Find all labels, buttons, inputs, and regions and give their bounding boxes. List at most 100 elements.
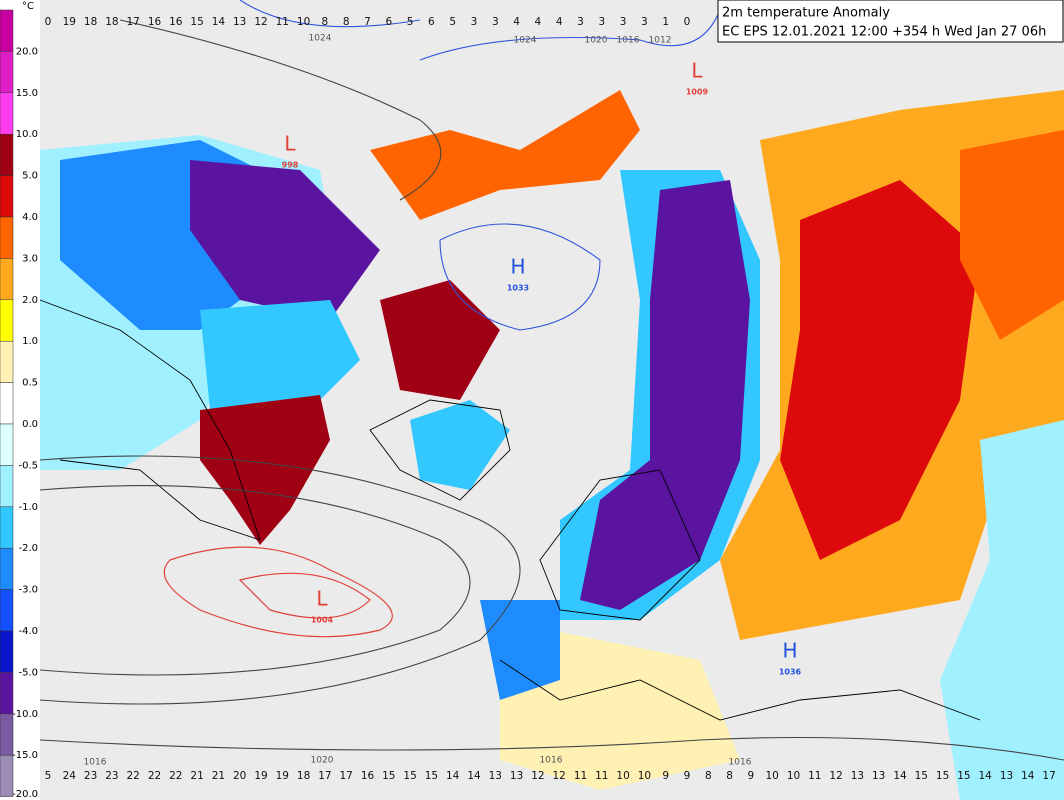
- grid-value: 23: [84, 770, 97, 782]
- grid-value: 22: [169, 770, 182, 782]
- legend-swatch: [0, 258, 14, 301]
- legend-swatch: [0, 423, 14, 466]
- legend-label: -10.0: [12, 709, 38, 720]
- grid-value: 10: [787, 770, 800, 782]
- grid-value: 9: [662, 770, 669, 782]
- grid-value: 14: [446, 770, 460, 782]
- grid-value: 12: [254, 16, 267, 28]
- legend-swatch: [0, 547, 14, 590]
- grid-value: 0: [45, 16, 52, 28]
- grid-value: 18: [84, 16, 97, 28]
- grid-value: 15: [382, 770, 395, 782]
- grid-value: 11: [808, 770, 821, 782]
- grid-value: 0: [684, 16, 691, 28]
- legend-swatch: [0, 630, 14, 673]
- grid-value: 3: [598, 16, 605, 28]
- legend-swatch: [0, 672, 14, 715]
- grid-value: 17: [318, 770, 331, 782]
- grid-value: 14: [893, 770, 907, 782]
- legend-label: -5.0: [18, 667, 38, 678]
- grid-value: 4: [513, 16, 520, 28]
- grid-value: 15: [425, 770, 438, 782]
- grid-value: 21: [190, 770, 203, 782]
- legend-swatch: [0, 589, 14, 632]
- legend-label: -4.0: [18, 626, 38, 637]
- title-box: [717, 0, 1064, 43]
- grid-value: 23: [105, 770, 118, 782]
- grid-value: 3: [641, 16, 648, 28]
- grid-value: 9: [748, 770, 755, 782]
- grid-value: 19: [63, 16, 76, 28]
- center-letter: H: [510, 255, 525, 279]
- legend-label: 10.0: [16, 129, 38, 140]
- isobar-label: 1016: [84, 758, 107, 768]
- grid-value: 12: [531, 770, 544, 782]
- grid-value: 18: [105, 16, 118, 28]
- grid-value: 16: [169, 16, 183, 28]
- legend-swatch: [0, 465, 14, 508]
- grid-value: 17: [127, 16, 140, 28]
- grid-value: 3: [492, 16, 499, 28]
- legend-label: -1.0: [18, 502, 38, 513]
- grid-value: 4: [556, 16, 563, 28]
- grid-value: 15: [936, 770, 949, 782]
- grid-value: 11: [276, 16, 289, 28]
- grid-value: 10: [616, 770, 629, 782]
- legend-label: 5.0: [22, 171, 38, 182]
- grid-value: 16: [148, 16, 162, 28]
- center-letter: H: [782, 639, 797, 663]
- coastlines: [39, 299, 981, 721]
- isobars: [39, 0, 1064, 761]
- grid-value: 13: [489, 770, 502, 782]
- grid-value: 3: [577, 16, 584, 28]
- legend-label: 20.0: [16, 46, 38, 57]
- center-letter: L: [691, 59, 703, 83]
- grid-value: 16: [361, 770, 375, 782]
- legend-swatch: [0, 216, 14, 259]
- legend-label: -3.0: [18, 585, 38, 596]
- title: 2m temperature Anomaly: [722, 6, 890, 21]
- legend-swatch: [0, 506, 14, 549]
- grid-value: 14: [1021, 770, 1035, 782]
- legend-swatch: [0, 51, 14, 94]
- isobar-label: 1020: [585, 36, 608, 46]
- center-value: 1004: [311, 616, 334, 625]
- legend-swatch: [0, 340, 14, 383]
- grid-value: 8: [322, 16, 329, 28]
- center-value: 1036: [779, 668, 802, 677]
- grid-value: 9: [684, 770, 691, 782]
- legend-swatch: [0, 382, 14, 425]
- grid-value: 12: [553, 770, 566, 782]
- legend-swatch: [0, 754, 14, 797]
- legend-swatch: [0, 713, 14, 756]
- grid-value: 15: [957, 770, 970, 782]
- isobar-label: 1024: [309, 34, 332, 44]
- grid-value: 10: [638, 770, 651, 782]
- legend-swatch: [0, 175, 14, 218]
- legend-label: 1.0: [22, 336, 38, 347]
- grid-value: 15: [190, 16, 203, 28]
- legend-swatch: [0, 133, 14, 176]
- legend-label: 4.0: [22, 212, 38, 223]
- anomaly-field: [40, 90, 1064, 800]
- grid-value: 11: [595, 770, 608, 782]
- grid-value: 14: [212, 16, 226, 28]
- grid-value: 19: [254, 770, 267, 782]
- grid-value: 17: [340, 770, 353, 782]
- legend-unit: °C: [22, 1, 34, 12]
- grid-value: 3: [620, 16, 627, 28]
- isobar-label: 1016: [540, 756, 563, 766]
- isobar-label: 1020: [311, 756, 334, 766]
- grid-value: 11: [574, 770, 587, 782]
- grid-value: 15: [915, 770, 928, 782]
- legend-label: -0.5: [18, 460, 38, 471]
- legend-label: 0.5: [22, 378, 38, 389]
- subtitle: EC EPS 12.01.2021 12:00 +354 h Wed Jan 2…: [722, 25, 1046, 40]
- grid-value: 20: [233, 770, 246, 782]
- grid-value: 8: [343, 16, 350, 28]
- grid-value: 24: [63, 770, 77, 782]
- grid-value: 12: [829, 770, 842, 782]
- grid-value: 14: [979, 770, 993, 782]
